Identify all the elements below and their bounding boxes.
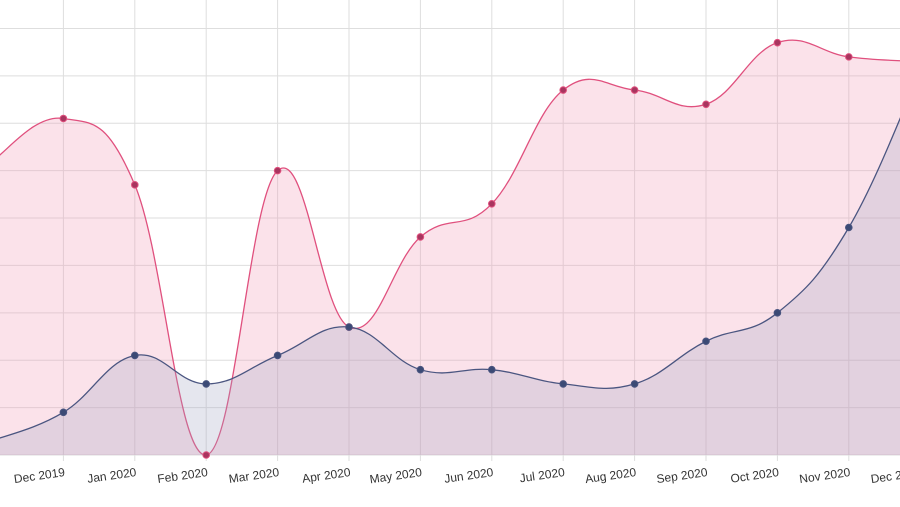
data-point: [630, 86, 639, 94]
x-tick-label: Oct 2020: [730, 465, 780, 486]
data-point: [702, 100, 710, 109]
data-point: [273, 351, 282, 360]
x-tick-label: Feb 2020: [156, 465, 208, 486]
data-point: [559, 380, 568, 388]
data-point: [131, 181, 139, 189]
x-tick-label: Dec 2019: [13, 465, 66, 486]
x-tick-label: Nov 2020: [798, 465, 851, 486]
x-tick-label: Jan 2020: [86, 465, 137, 486]
x-tick-label: Aug 2020: [584, 465, 637, 486]
data-point: [59, 114, 68, 123]
data-point: [845, 223, 853, 232]
area-fill: [0, 118, 900, 455]
data-point: [59, 408, 68, 417]
x-tick-label: Mar 2020: [228, 465, 280, 486]
area-fill: [0, 40, 900, 456]
data-point: [202, 380, 210, 388]
x-tick-label: Apr 2020: [301, 465, 352, 486]
x-tick-label: May 2020: [369, 465, 423, 486]
series-line: [0, 117, 900, 439]
x-tick-label: Jun 2020: [443, 465, 494, 486]
data-point: [345, 323, 353, 331]
x-tick-label: Jul 2020: [519, 465, 566, 485]
x-tick-label: Sep 2020: [656, 465, 709, 486]
data-point: [131, 351, 139, 360]
data-point: [845, 53, 853, 61]
data-point: [416, 233, 425, 241]
data-point: [488, 365, 496, 374]
data-point: [702, 337, 710, 346]
data-point: [773, 309, 782, 317]
data-point: [630, 380, 639, 388]
data-point: [773, 38, 782, 47]
data-point: [273, 166, 282, 175]
data-point: [416, 365, 425, 374]
data-point: [488, 200, 496, 208]
data-point: [202, 451, 210, 459]
data-point: [559, 86, 568, 94]
series-line: [0, 39, 900, 456]
x-tick-label: Dec 2020: [870, 465, 900, 486]
